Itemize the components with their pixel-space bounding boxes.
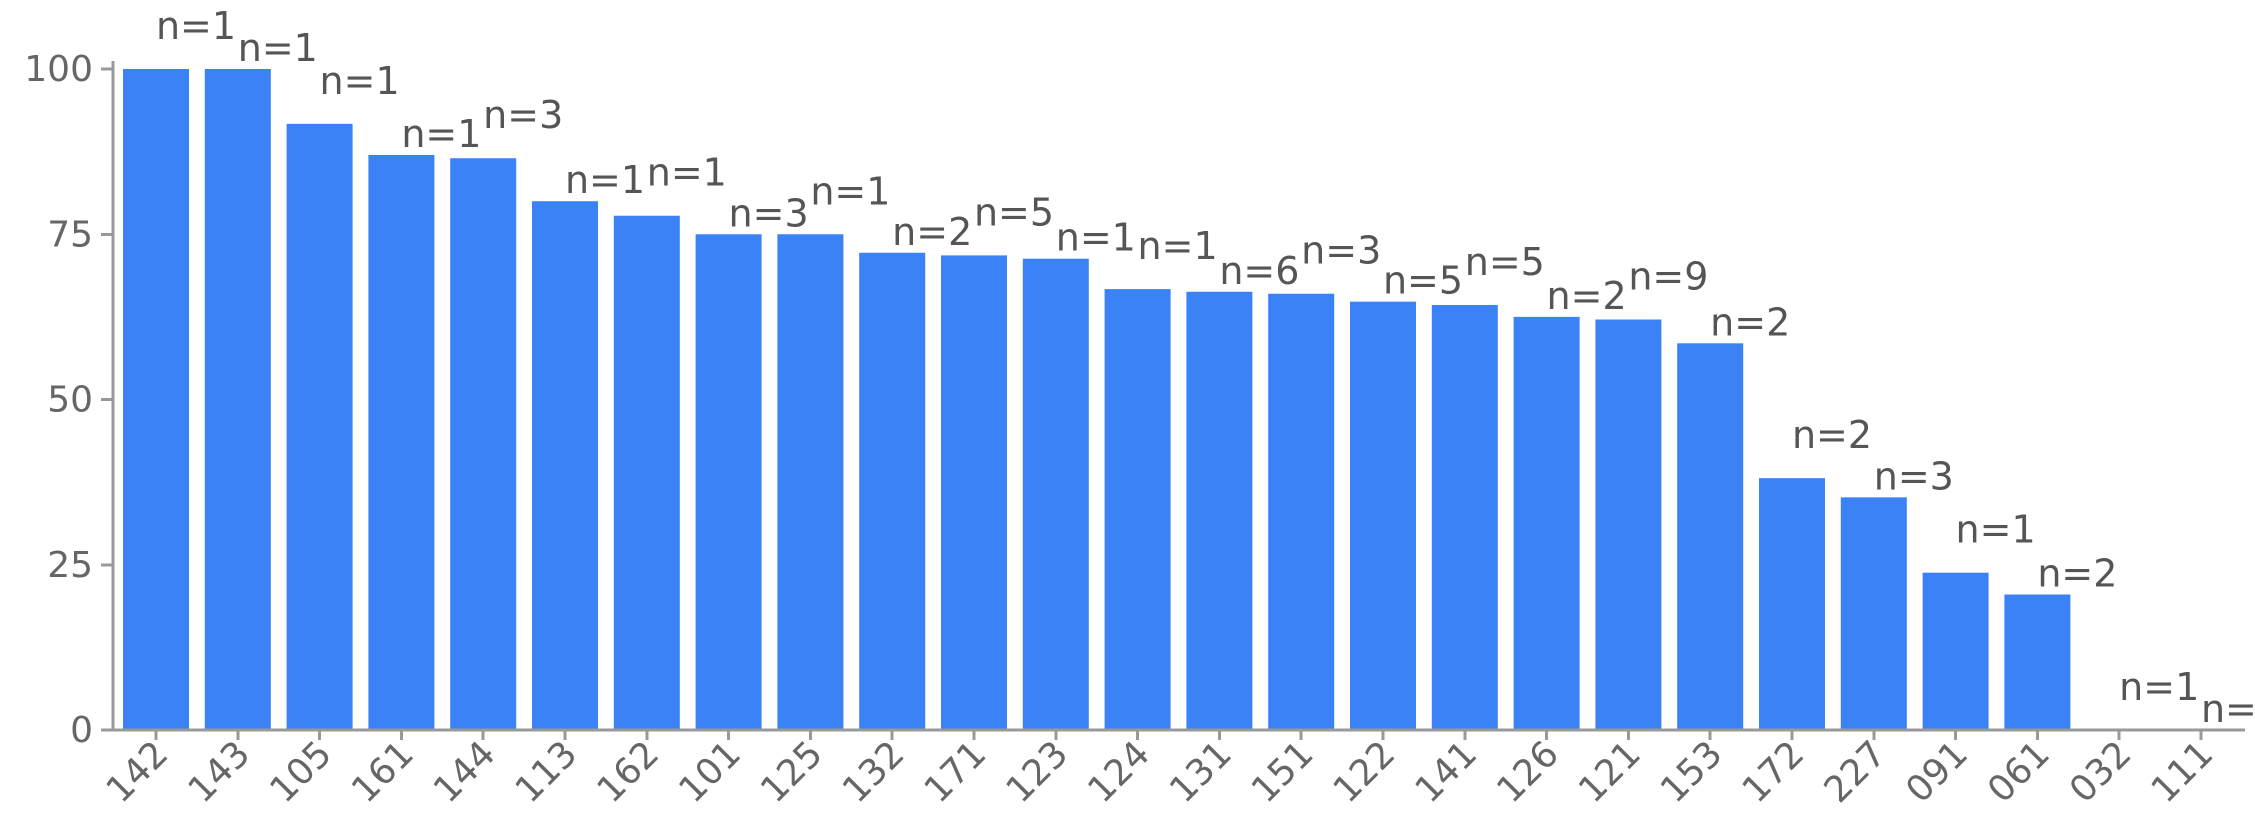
bar-data-label: n=5 <box>1465 240 1545 284</box>
bar-data-label: n=1 <box>156 4 236 48</box>
bar-data-label: n=1 <box>1956 508 2036 552</box>
bar <box>695 234 762 730</box>
bar-data-label: n=1 <box>401 112 481 156</box>
bar-data-label: n=1 <box>647 151 727 195</box>
x-tick-label: 143 <box>181 733 259 811</box>
y-tick-label: 100 <box>24 49 93 90</box>
bar <box>532 201 598 730</box>
bar <box>1431 304 1498 730</box>
x-tick-label: 172 <box>1735 733 1813 811</box>
x-tick-label: 091 <box>1898 733 1976 811</box>
bar-data-label: n=5 <box>974 190 1054 234</box>
bar <box>1104 289 1171 730</box>
bar <box>1022 258 1089 730</box>
bar-data-label: n=1 <box>565 158 645 202</box>
bar-data-label: n=1 <box>2119 665 2199 709</box>
x-tick-label: 113 <box>508 733 586 811</box>
bar <box>450 158 517 731</box>
x-tick-label: 144 <box>426 733 504 811</box>
bar <box>368 154 435 730</box>
x-axis: 142 143 105 161 144 113 162 101 125 132 171 123 124 1… <box>99 728 2245 811</box>
y-tick-label: 50 <box>47 380 93 421</box>
bar <box>1677 343 1744 730</box>
bar-data-label: n=9 <box>1628 255 1708 299</box>
x-tick-label: 121 <box>1571 733 1649 811</box>
bar <box>1513 316 1580 730</box>
x-tick-label: 151 <box>1244 733 1322 811</box>
x-tick-label: 141 <box>1408 733 1486 811</box>
bar-data-label: n=1 <box>1138 224 1218 268</box>
bar <box>1595 319 1662 730</box>
bar <box>1759 478 1825 730</box>
bar-data-label: n=2 <box>1547 274 1627 318</box>
bar-data-label: n=2 <box>892 210 972 254</box>
x-tick-label: 125 <box>753 733 831 811</box>
bar <box>286 123 353 731</box>
bar-data-label: n=1 <box>238 26 318 70</box>
bar <box>1922 572 1989 730</box>
data-labels-group: n=1 n=1n=1n=1 n=3n=1 n=1n=3 n=1n=2 n=5n=1 n=1n… <box>156 4 2255 731</box>
x-tick-label: 124 <box>1080 733 1158 811</box>
x-tick-label: 105 <box>262 733 340 811</box>
bar <box>1268 293 1335 730</box>
x-tick-label: 132 <box>835 733 913 811</box>
bar-data-label: n=2 <box>2037 551 2117 595</box>
bars-group <box>123 69 2071 731</box>
y-tick-label: 0 <box>70 710 93 751</box>
bar <box>1186 291 1253 730</box>
y-tick-label: 75 <box>47 214 93 255</box>
x-tick-label: 171 <box>917 733 995 811</box>
x-tick-label: 142 <box>99 733 177 811</box>
x-tick-label: 227 <box>1817 733 1895 811</box>
bar <box>859 252 926 730</box>
bar-data-label: n=1 <box>1056 216 1136 260</box>
y-axis: 0 25 50 75 100 <box>24 49 115 751</box>
x-tick-label: 161 <box>344 733 422 811</box>
bar <box>941 255 1007 731</box>
x-tick-label: 101 <box>671 733 749 811</box>
x-tick-label: 153 <box>1653 733 1731 811</box>
bar-data-label: n=1 <box>810 169 890 213</box>
bar <box>204 69 271 730</box>
bar <box>1840 497 1907 730</box>
bar-data-label: n=1 <box>320 59 400 103</box>
bar <box>2004 594 2071 730</box>
bar-data-label: n=6 <box>1219 249 1299 293</box>
bar-data-label: n=2 <box>1710 300 1790 344</box>
y-tick-label: 25 <box>47 545 93 586</box>
x-tick-label: 032 <box>2062 733 2140 811</box>
bar <box>613 215 680 730</box>
bar-data-label: n=2 <box>1792 413 1872 457</box>
bar <box>1350 301 1416 730</box>
bar-data-label: n=3 <box>1301 229 1381 273</box>
bar-data-label: n=3 <box>483 93 563 137</box>
bar-data-label: n=3 <box>729 191 809 235</box>
bar-data-label: n=1 <box>2201 687 2255 731</box>
x-tick-label: 111 <box>2144 733 2222 811</box>
bar <box>777 234 844 730</box>
x-tick-label: 162 <box>590 733 668 811</box>
x-tick-label: 122 <box>1326 733 1404 811</box>
x-tick-label: 126 <box>1489 733 1567 811</box>
bar <box>123 69 189 730</box>
bar-data-label: n=3 <box>1874 454 1954 498</box>
x-tick-label: 123 <box>999 733 1077 811</box>
x-tick-label: 061 <box>1980 733 2058 811</box>
bar-data-label: n=5 <box>1383 259 1463 303</box>
x-tick-label: 131 <box>1162 733 1240 811</box>
